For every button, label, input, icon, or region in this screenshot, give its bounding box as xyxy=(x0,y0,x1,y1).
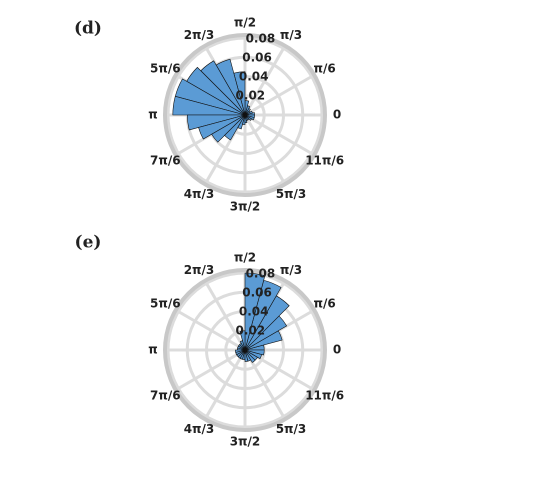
grid-spoke xyxy=(177,310,246,352)
bar xyxy=(172,95,246,116)
grid-spoke xyxy=(205,349,247,418)
theta-tick-label: 5π/6 xyxy=(150,297,181,311)
theta-tick-label: 5π/3 xyxy=(276,422,307,436)
grid-spoke xyxy=(244,75,313,117)
theta-tick-label: π/2 xyxy=(234,16,256,30)
theta-tick-label: π/3 xyxy=(280,263,302,277)
grid-spoke xyxy=(205,282,247,351)
bar xyxy=(244,349,265,356)
r-tick-label: 0.04 xyxy=(239,305,269,319)
theta-tick-label: π xyxy=(148,343,158,357)
r-tick-label: 0.08 xyxy=(246,32,276,46)
bar xyxy=(242,114,246,125)
outer-circle xyxy=(163,33,327,197)
theta-tick-label: 3π/2 xyxy=(230,200,261,214)
bar xyxy=(244,114,255,118)
theta-tick-label: π/6 xyxy=(314,297,336,311)
theta-tick-label: 0 xyxy=(333,343,341,357)
theta-tick-label: 2π/3 xyxy=(184,28,215,42)
r-tick-label: 0.08 xyxy=(246,267,276,281)
bar xyxy=(244,272,266,351)
theta-tick-label: π/3 xyxy=(280,28,302,42)
theta-tick-label: π/2 xyxy=(234,251,256,265)
r-tick-label: 0.02 xyxy=(236,324,266,338)
r-tick-label: 0.06 xyxy=(242,51,272,65)
panel-label: (e) xyxy=(75,233,102,253)
bar xyxy=(237,114,246,130)
r-tick-label: 0.02 xyxy=(236,89,266,103)
grid-spoke xyxy=(177,348,246,390)
panel-label: (d) xyxy=(74,19,102,39)
theta-tick-label: 11π/6 xyxy=(305,154,344,168)
theta-tick-label: π xyxy=(148,108,158,122)
theta-tick-label: 11π/6 xyxy=(305,389,344,403)
r-tick-label: 0.06 xyxy=(242,286,272,300)
theta-tick-label: 2π/3 xyxy=(184,263,215,277)
bar xyxy=(224,114,246,141)
theta-tick-label: 0 xyxy=(333,108,341,122)
theta-tick-label: 5π/3 xyxy=(276,187,307,201)
theta-tick-label: π/6 xyxy=(314,62,336,76)
theta-tick-label: 5π/6 xyxy=(150,62,181,76)
bar xyxy=(198,114,246,140)
theta-tick-label: 7π/6 xyxy=(150,389,181,403)
outer-circle xyxy=(163,268,327,432)
r-tick-label: 0.04 xyxy=(239,70,269,84)
theta-tick-label: 4π/3 xyxy=(184,187,215,201)
bar xyxy=(211,114,246,143)
theta-tick-label: 3π/2 xyxy=(230,435,261,449)
grid-spoke xyxy=(243,47,285,116)
theta-tick-label: 7π/6 xyxy=(150,154,181,168)
theta-tick-label: 4π/3 xyxy=(184,422,215,436)
grid-spoke xyxy=(243,114,285,183)
grid-spoke xyxy=(244,113,313,155)
